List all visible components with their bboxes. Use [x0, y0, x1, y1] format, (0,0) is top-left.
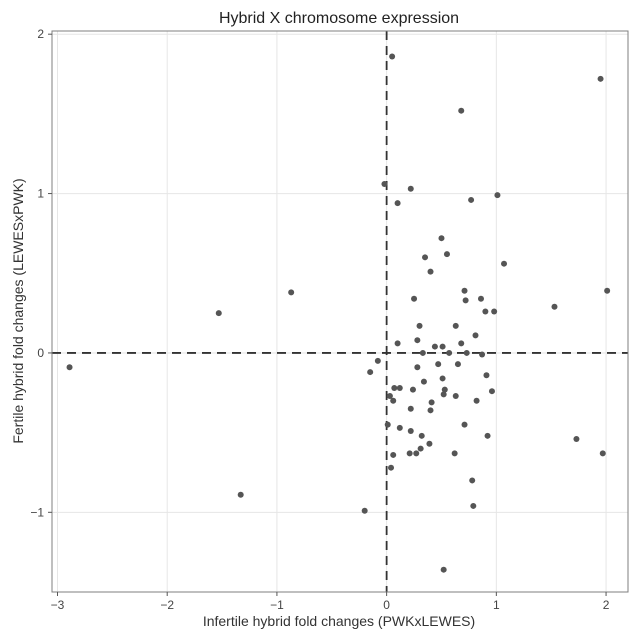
- data-point: [438, 235, 445, 242]
- data-point: [374, 357, 381, 364]
- data-point: [488, 388, 495, 395]
- data-point: [288, 289, 295, 296]
- data-point: [451, 450, 458, 457]
- data-point: [416, 322, 423, 329]
- reference-lines: [52, 31, 628, 592]
- data-point: [396, 424, 403, 431]
- data-point: [454, 361, 461, 368]
- data-point: [406, 450, 413, 457]
- data-point: [411, 295, 418, 302]
- data-point: [597, 75, 604, 82]
- data-point: [388, 464, 395, 471]
- data-point: [419, 349, 426, 356]
- data-point: [470, 502, 477, 509]
- data-point: [428, 399, 435, 406]
- x-tick-labels: −3 −2 −1 0 1 2: [51, 598, 610, 612]
- data-point: [384, 421, 391, 428]
- y-tick-label: 2: [37, 27, 44, 41]
- data-point: [468, 196, 475, 203]
- data-point: [483, 372, 490, 379]
- data-point: [472, 332, 479, 339]
- data-point: [452, 392, 459, 399]
- data-point: [215, 310, 222, 317]
- data-point: [237, 491, 244, 498]
- data-point: [414, 364, 421, 371]
- data-point: [394, 200, 401, 207]
- data-point: [463, 349, 470, 356]
- data-point: [458, 107, 465, 114]
- plot-panel-border: [51, 30, 629, 593]
- data-point: [386, 392, 393, 399]
- data-point: [458, 340, 465, 347]
- data-point: [491, 308, 498, 315]
- data-point: [381, 181, 388, 187]
- data-point: [440, 566, 447, 573]
- x-tick-label: 0: [383, 598, 390, 612]
- data-point: [367, 369, 374, 376]
- data-points: [66, 53, 611, 573]
- data-point: [477, 295, 484, 302]
- data-point: [452, 322, 459, 329]
- x-tick-label: 1: [493, 598, 500, 612]
- data-point: [407, 405, 414, 412]
- data-point: [599, 450, 606, 457]
- data-point: [441, 386, 448, 393]
- data-point: [390, 451, 397, 458]
- data-point: [394, 340, 401, 347]
- data-point: [604, 287, 611, 294]
- chart-title: Hybrid X chromosome expression: [219, 10, 459, 27]
- x-tick-label: −1: [270, 598, 284, 612]
- x-axis-title: Infertile hybrid fold changes (PWKxLEWES…: [203, 613, 475, 629]
- data-point: [573, 436, 580, 442]
- data-point: [479, 351, 486, 358]
- data-point: [473, 397, 480, 404]
- data-point: [391, 385, 398, 391]
- data-point: [443, 251, 450, 258]
- data-point: [417, 445, 424, 452]
- y-tick-labels: −1 0 1 2: [30, 27, 44, 519]
- y-tick-label: 1: [37, 187, 44, 201]
- data-point: [361, 507, 368, 514]
- data-point: [418, 432, 425, 439]
- x-tick-label: 2: [603, 598, 610, 612]
- data-point: [446, 349, 453, 356]
- data-point: [66, 364, 73, 371]
- data-point: [390, 397, 397, 404]
- data-point: [431, 343, 438, 350]
- data-point: [420, 378, 427, 385]
- data-point: [551, 303, 558, 310]
- data-point: [407, 185, 414, 192]
- data-point: [439, 343, 446, 350]
- data-point: [501, 260, 508, 267]
- data-point: [462, 297, 469, 304]
- data-point: [469, 477, 476, 484]
- data-point: [409, 386, 416, 393]
- data-point: [482, 308, 489, 315]
- x-tick-label: −2: [160, 598, 174, 612]
- data-point: [484, 432, 491, 439]
- data-point: [435, 361, 442, 368]
- data-point: [427, 407, 434, 414]
- y-tick-label: −1: [30, 505, 44, 519]
- data-point: [426, 440, 433, 447]
- data-point: [461, 287, 468, 294]
- data-point: [494, 192, 501, 199]
- data-point: [407, 428, 414, 435]
- data-point: [413, 450, 420, 457]
- data-point: [422, 254, 429, 261]
- data-point: [389, 53, 396, 60]
- x-tick-label: −3: [51, 598, 65, 612]
- data-point: [427, 268, 434, 275]
- data-point: [461, 421, 468, 428]
- data-point: [396, 385, 403, 391]
- y-tick-label: 0: [37, 346, 44, 360]
- data-point: [439, 375, 446, 382]
- data-point: [440, 391, 447, 398]
- y-axis-title: Fertile hybrid fold changes (LEWESxPWK): [10, 178, 26, 443]
- axis-ticks: [48, 33, 607, 596]
- data-point: [414, 337, 421, 344]
